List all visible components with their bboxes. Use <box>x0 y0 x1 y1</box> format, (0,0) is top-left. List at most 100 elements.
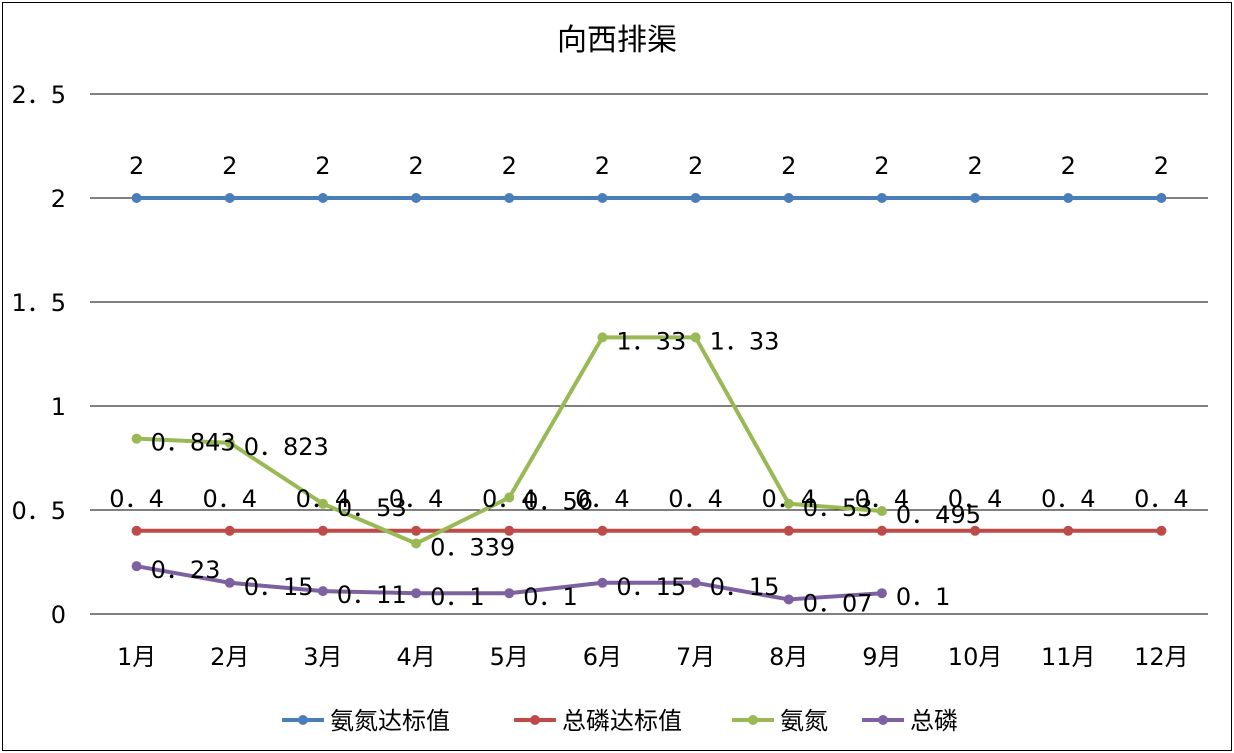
data-label: 0．07 <box>803 589 873 617</box>
data-point <box>317 525 328 536</box>
data-label: 0．4 <box>202 485 257 513</box>
data-label: 0．339 <box>430 533 515 561</box>
legend-label: 总磷 <box>910 707 958 735</box>
data-point <box>690 577 701 588</box>
data-label: 0．1 <box>896 583 951 611</box>
data-label: 0．53 <box>803 494 873 522</box>
data-point <box>131 561 142 572</box>
data-label: 0．56 <box>523 488 593 516</box>
data-point <box>411 193 422 203</box>
y-tick-label: 1 <box>51 393 66 421</box>
y-tick-label: 0．5 <box>11 497 66 525</box>
data-point <box>317 498 328 509</box>
data-point <box>1156 193 1167 203</box>
legend-label: 氨氮达标值 <box>330 707 450 735</box>
legend-swatch-marker <box>298 715 308 725</box>
data-label: 0．11 <box>337 581 407 609</box>
data-point <box>970 525 981 536</box>
data-label: 0．15 <box>710 573 780 601</box>
data-point <box>224 525 235 536</box>
legend: 氨氮达标值 总磷达标值 氨氮 总磷 <box>282 707 958 735</box>
data-label: 0．4 <box>948 485 1003 513</box>
data-label: 0．4 <box>1134 485 1189 513</box>
data-point <box>1063 525 1074 536</box>
x-tick-label: 10月 <box>948 643 1003 671</box>
data-point <box>1063 193 1074 203</box>
data-label: 2 <box>595 152 610 180</box>
y-tick-label: 1．5 <box>11 289 66 317</box>
data-label: 2 <box>967 152 982 180</box>
y-axis-ticks: 0 0．5 1 1．5 2 2．5 <box>11 81 66 629</box>
data-point <box>131 193 142 203</box>
data-point <box>783 594 794 605</box>
x-tick-label: 3月 <box>303 643 342 671</box>
data-label: 2 <box>222 152 237 180</box>
data-label: 2 <box>781 152 796 180</box>
data-labels: 2 2 2 2 2 2 2 2 2 2 2 20．4 0．4 0．4 0．4 0．4 0．4 0．4 0．4 0．4 0… <box>109 152 1188 617</box>
data-point <box>597 577 608 588</box>
data-label: 2 <box>1061 152 1076 180</box>
data-label: 0．4 <box>855 485 910 513</box>
data-point <box>504 588 515 599</box>
data-label: 0．15 <box>616 573 686 601</box>
data-label: 1．33 <box>710 327 780 355</box>
data-point <box>224 193 235 203</box>
data-point <box>876 506 887 517</box>
x-tick-label: 11月 <box>1041 643 1096 671</box>
data-point <box>224 437 235 448</box>
data-point <box>504 492 515 503</box>
data-label: 0．843 <box>151 429 236 457</box>
data-point <box>597 332 608 343</box>
data-label: 2 <box>502 152 517 180</box>
x-tick-label: 7月 <box>676 643 715 671</box>
y-tick-label: 2．5 <box>11 81 66 109</box>
data-label: 0．4 <box>482 485 537 513</box>
data-label: 0．823 <box>244 433 329 461</box>
data-label: 0．53 <box>337 494 407 522</box>
data-label: 0．4 <box>109 485 164 513</box>
data-label: 2 <box>408 152 423 180</box>
x-tick-label: 8月 <box>769 643 808 671</box>
data-label: 0．1 <box>523 583 578 611</box>
data-label: 2 <box>688 152 703 180</box>
data-label: 0．4 <box>668 485 723 513</box>
data-point <box>876 588 887 599</box>
x-tick-label: 9月 <box>862 643 901 671</box>
data-label: 0．23 <box>151 556 221 584</box>
chart-title: 向西排渠 <box>557 23 677 58</box>
y-tick-label: 2 <box>51 185 66 213</box>
data-label: 0．495 <box>896 501 981 529</box>
data-label: 0．4 <box>761 485 816 513</box>
data-point <box>504 193 515 203</box>
x-tick-label: 4月 <box>396 643 435 671</box>
legend-swatch-marker <box>530 715 540 725</box>
series-points <box>131 193 1167 605</box>
data-point <box>876 193 887 203</box>
data-label: 2 <box>129 152 144 180</box>
data-label: 0．4 <box>1041 485 1096 513</box>
data-point <box>690 193 701 203</box>
data-label: 1．33 <box>616 327 686 355</box>
data-point <box>411 588 422 599</box>
data-point <box>224 577 235 588</box>
data-label: 0．15 <box>244 573 314 601</box>
x-tick-label: 6月 <box>583 643 622 671</box>
data-point <box>317 586 328 597</box>
data-point <box>783 498 794 509</box>
x-tick-label: 12月 <box>1134 643 1189 671</box>
data-label: 0．4 <box>296 485 351 513</box>
data-point <box>783 525 794 536</box>
x-tick-label: 1月 <box>117 643 156 671</box>
data-point <box>131 525 142 536</box>
data-point <box>876 525 887 536</box>
legend-label: 氨氮 <box>780 707 828 735</box>
data-point <box>690 332 701 343</box>
y-tick-label: 0 <box>51 601 66 629</box>
data-label: 0．1 <box>430 583 485 611</box>
legend-label: 总磷达标值 <box>562 707 682 735</box>
data-point <box>597 525 608 536</box>
data-label: 2 <box>1154 152 1169 180</box>
x-tick-label: 2月 <box>210 643 249 671</box>
